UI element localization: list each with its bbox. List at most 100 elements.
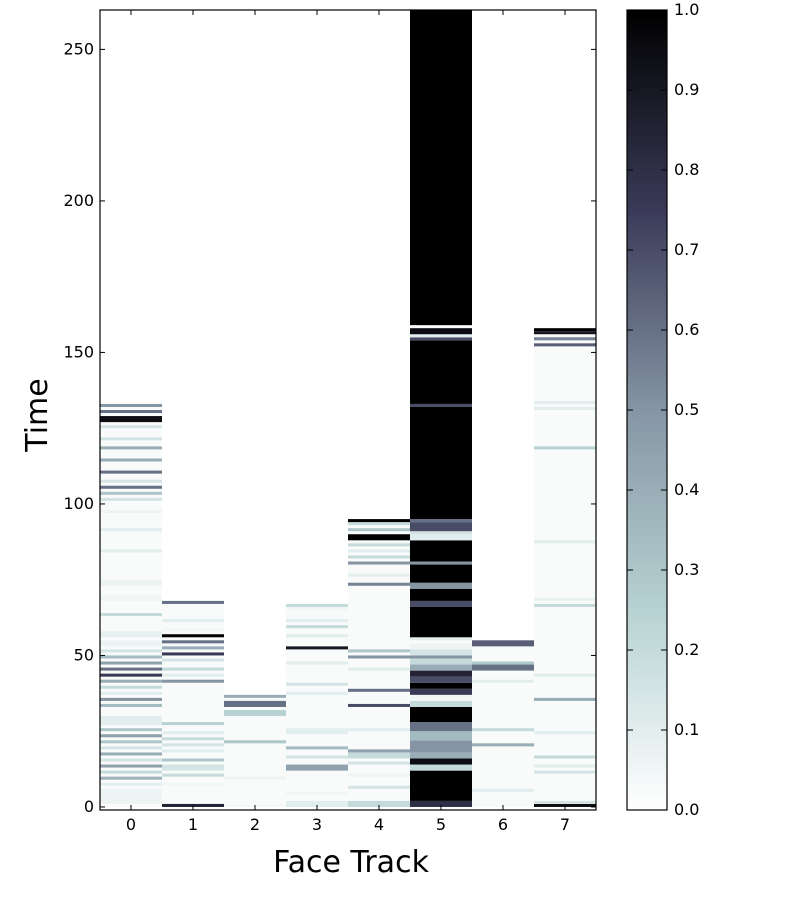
colorbar-tick-label: 0.7 (674, 240, 699, 259)
heat-cell (410, 688, 472, 695)
heat-cell (162, 731, 224, 735)
heat-cell (100, 425, 162, 429)
heat-cell (286, 619, 348, 623)
heat-cell (286, 755, 348, 759)
heat-cell (286, 634, 348, 638)
heat-cell (410, 706, 472, 723)
x-tick-label: 0 (126, 815, 136, 834)
heat-cell (100, 776, 162, 780)
x-tick-label: 3 (312, 815, 322, 834)
heat-cell (410, 764, 472, 771)
heat-cell (162, 634, 224, 638)
heat-cell (100, 594, 162, 601)
x-tick-label: 5 (436, 815, 446, 834)
heat-cell (286, 682, 348, 686)
heat-cell (162, 667, 224, 671)
heat-cell (534, 343, 596, 347)
heat-cell (534, 755, 596, 759)
heat-cell (224, 710, 286, 717)
heat-cell (100, 691, 162, 695)
heat-cell (100, 528, 162, 532)
heat-cell (348, 703, 410, 707)
colorbar-tick-label: 0.6 (674, 320, 699, 339)
heat-cell (348, 543, 410, 547)
heat-cell (162, 600, 224, 604)
colorbar-tick-label: 0.5 (674, 400, 699, 419)
heat-cell (224, 740, 286, 744)
heat-cell (534, 764, 596, 768)
y-tick-label: 150 (63, 342, 94, 361)
heat-cell (472, 743, 534, 747)
colorbar-tick-label: 0.1 (674, 720, 699, 739)
heat-cell (348, 800, 410, 807)
heat-cell (100, 716, 162, 726)
heat-cell (534, 446, 596, 450)
heat-cell (410, 588, 472, 601)
heat-cell (348, 573, 410, 577)
heat-cell (410, 334, 472, 338)
heat-cell (410, 770, 472, 801)
y-tick-label: 0 (84, 797, 94, 816)
heat-cell (100, 758, 162, 762)
heat-cell (348, 519, 410, 523)
heat-cell (100, 782, 162, 786)
heat-cell (348, 667, 410, 671)
heat-cell (534, 800, 596, 804)
heat-cell (534, 337, 596, 341)
heat-cell (410, 531, 472, 535)
heat-cell (348, 728, 410, 732)
heat-cell (410, 582, 472, 589)
heat-cell (472, 788, 534, 792)
heat-cell (286, 691, 348, 695)
heat-cell (410, 519, 472, 523)
colorbar (626, 9, 668, 811)
heat-cell (410, 664, 472, 671)
heat-cell (100, 403, 162, 407)
heat-cell (410, 337, 472, 341)
heat-cell (410, 722, 472, 732)
heat-cell (100, 655, 162, 659)
heat-cell (286, 661, 348, 665)
y-tick-label: 50 (74, 645, 94, 664)
heat-cell (100, 764, 162, 768)
heat-cell (534, 770, 596, 774)
heat-cell (410, 658, 472, 665)
heat-cell (100, 458, 162, 462)
heat-cell (162, 673, 224, 677)
x-tick-label: 6 (498, 815, 508, 834)
heat-cell (100, 579, 162, 586)
heat-cell (348, 522, 410, 526)
heat-cell (410, 676, 472, 683)
heat-cell (410, 561, 472, 565)
heat-cell (100, 510, 162, 514)
heat-cell (162, 628, 224, 632)
heat-cell (348, 555, 410, 559)
heat-cell (100, 752, 162, 756)
colorbar-tick-label: 1.0 (674, 0, 699, 19)
heat-cell (286, 791, 348, 795)
plot-frame (99, 9, 597, 811)
heat-cell (224, 700, 286, 707)
y-axis-title: Time (20, 378, 55, 452)
heat-cell (100, 667, 162, 671)
heat-cell (410, 10, 472, 326)
heat-cell (100, 497, 162, 501)
heat-cell (534, 540, 596, 544)
heat-cell (348, 549, 410, 553)
heat-cell (162, 679, 224, 683)
heat-cell (100, 728, 162, 732)
x-tick-label: 7 (560, 815, 570, 834)
heat-cell (162, 782, 224, 786)
heat-cell (410, 403, 472, 407)
heat-cell (534, 597, 596, 601)
colorbar-tick-label: 0.4 (674, 480, 699, 499)
heat-cell (100, 613, 162, 617)
heat-cell (534, 731, 596, 735)
heat-cell (100, 485, 162, 489)
heat-cell (410, 540, 472, 562)
heat-cell (472, 728, 534, 732)
heat-cell (162, 749, 224, 753)
heat-cell (100, 491, 162, 495)
colorbar-tick-label: 0.8 (674, 160, 699, 179)
